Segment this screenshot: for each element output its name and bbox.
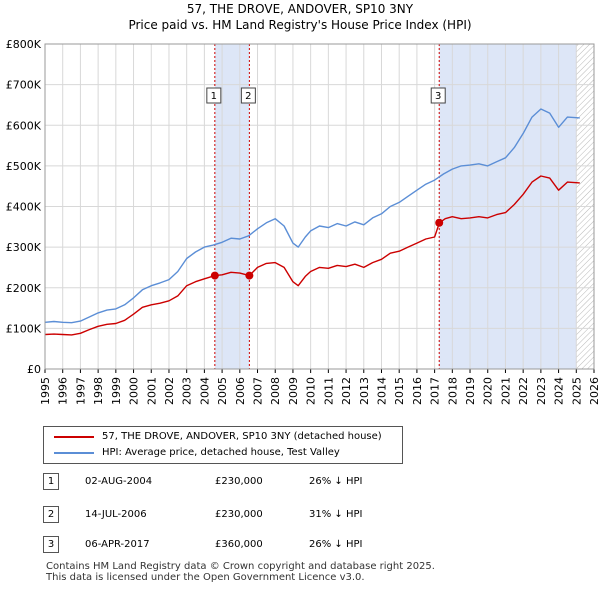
- transaction-price: £360,000: [215, 539, 263, 550]
- y-tick-label: £100K: [6, 322, 42, 335]
- transaction-number: 3: [43, 536, 59, 553]
- x-tick-label: 2021: [499, 377, 512, 405]
- sale-point: [435, 218, 444, 227]
- transaction-price: £230,000: [215, 476, 263, 487]
- transaction-hpi: 26% ↓ HPI: [309, 539, 363, 550]
- x-tick-label: 2024: [553, 377, 566, 405]
- legend: 57, THE DROVE, ANDOVER, SP10 3NY (detach…: [43, 426, 403, 464]
- x-tick-label: 2020: [482, 377, 495, 405]
- y-tick-label: £600K: [6, 119, 42, 132]
- legend-price-swatch: [54, 436, 94, 438]
- x-tick-label: 2015: [393, 377, 406, 405]
- plot-frame: [44, 43, 595, 370]
- transaction-date: 02-AUG-2004: [85, 476, 153, 487]
- x-tick-label: 2011: [322, 377, 335, 405]
- x-tick-label: 2000: [128, 377, 141, 405]
- y-tick-label: £700K: [6, 79, 42, 92]
- x-tick-label: 2016: [411, 377, 424, 405]
- x-tick-label: 2004: [198, 377, 211, 405]
- transaction-date: 14-JUL-2006: [85, 509, 147, 520]
- footer-copyright: Contains HM Land Registry data © Crown c…: [46, 561, 435, 572]
- x-tick-label: 2022: [517, 377, 530, 405]
- chart-subtitle: Price paid vs. HM Land Registry's House …: [128, 18, 472, 32]
- hpi-series-line: [44, 108, 580, 324]
- sale-number-box: [206, 87, 222, 104]
- x-tick-label: 1998: [92, 377, 105, 405]
- sale-number-label: 1: [211, 91, 217, 102]
- x-tick-label: 2005: [216, 377, 229, 405]
- y-tick-label: £200K: [6, 282, 42, 295]
- x-tick-label: 2013: [358, 377, 371, 405]
- transaction-price: £230,000: [215, 509, 263, 520]
- x-tick-label: 1999: [110, 377, 123, 405]
- sale-number-label: 3: [435, 91, 441, 102]
- x-tick-label: 2008: [269, 377, 282, 405]
- y-tick-label: £300K: [6, 241, 42, 254]
- sale-point: [245, 271, 254, 280]
- x-tick-label: 2025: [570, 377, 583, 405]
- x-tick-label: 2007: [252, 377, 265, 405]
- x-tick-label: 1997: [74, 377, 87, 405]
- x-tick-label: 2006: [234, 377, 247, 405]
- footer-licence: This data is licensed under the Open Gov…: [46, 572, 365, 583]
- chart-title: 57, THE DROVE, ANDOVER, SP10 3NY: [186, 2, 414, 16]
- x-tick-label: 2002: [163, 377, 176, 405]
- x-tick-label: 1995: [39, 377, 52, 405]
- x-tick-label: 2003: [181, 377, 194, 405]
- x-tick-label: 2017: [429, 377, 442, 405]
- transaction-date: 06-APR-2017: [85, 539, 150, 550]
- legend-hpi-label: HPI: Average price, detached house, Test…: [102, 447, 340, 458]
- x-tick-label: 2012: [340, 377, 353, 405]
- x-tick-label: 2009: [287, 377, 300, 405]
- x-tick-label: 2018: [446, 377, 459, 405]
- y-tick-label: £400K: [6, 201, 42, 214]
- sale-number-box: [240, 87, 256, 104]
- price-series-line: [44, 175, 580, 336]
- transaction-hpi: 26% ↓ HPI: [309, 476, 363, 487]
- y-tick-label: £800K: [6, 38, 42, 51]
- x-tick-label: 2001: [145, 377, 158, 405]
- transaction-number: 1: [43, 473, 59, 490]
- y-tick-label: £500K: [6, 160, 42, 173]
- x-tick-label: 2026: [588, 377, 600, 405]
- x-tick-label: 2019: [464, 377, 477, 405]
- transaction-number: 2: [43, 506, 59, 523]
- price-chart: £0 £100K £200K £300K £400K £500K £600K £700K £80…: [6, 38, 600, 405]
- transaction-hpi: 31% ↓ HPI: [309, 509, 363, 520]
- x-tick-label: 2014: [375, 377, 388, 405]
- y-tick-label: £0: [27, 363, 41, 376]
- legend-hpi-swatch: [54, 452, 94, 454]
- x-tick-label: 2023: [535, 377, 548, 405]
- x-tick-label: 1996: [57, 377, 70, 405]
- sale-number-label: 2: [245, 91, 251, 102]
- x-tick-label: 2010: [305, 377, 318, 405]
- legend-price-label: 57, THE DROVE, ANDOVER, SP10 3NY (detach…: [102, 431, 382, 442]
- sale-point: [210, 271, 219, 280]
- sale-number-box: [430, 87, 446, 104]
